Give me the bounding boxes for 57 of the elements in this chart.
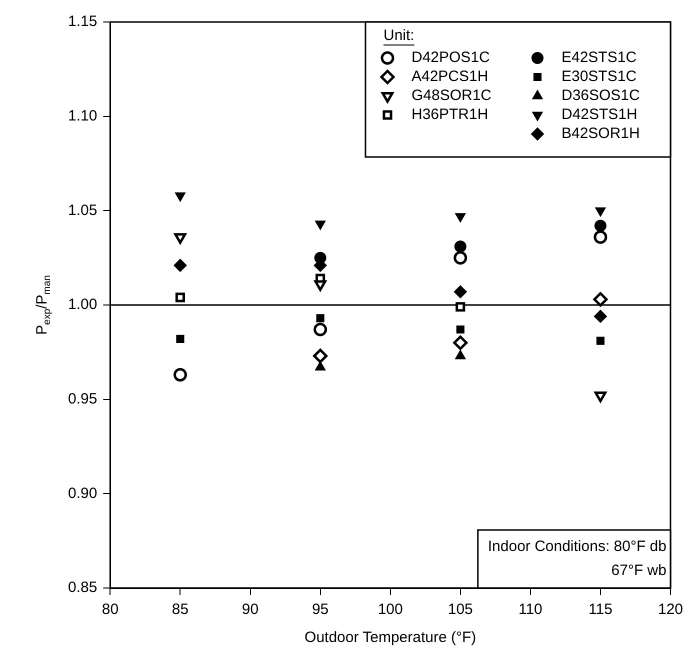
point — [314, 280, 326, 291]
point — [593, 292, 608, 307]
x-tick-label: 85 — [172, 601, 189, 618]
x-tick-label: 110 — [518, 601, 542, 618]
point — [173, 368, 187, 382]
point — [454, 240, 466, 253]
point — [174, 192, 186, 202]
legend-label: A42PCS1H — [411, 68, 488, 86]
legend-label: B42SOR1H — [561, 125, 640, 142]
point — [594, 230, 608, 244]
point — [453, 335, 468, 350]
legend-title: Unit: — [383, 27, 414, 44]
y-tick-label: 1.05 — [68, 202, 98, 219]
point — [454, 285, 467, 298]
x-tick-label: 105 — [448, 601, 473, 618]
point — [596, 336, 604, 345]
point — [454, 251, 468, 265]
point — [315, 361, 326, 371]
point — [314, 252, 326, 264]
y-tick-label: 0.90 — [68, 484, 98, 502]
x-tick-label: 120 — [658, 601, 683, 618]
legend-label: H36PTR1H — [411, 106, 488, 124]
point — [595, 207, 606, 217]
x-tick-label: 80 — [102, 601, 119, 618]
y-tick-label: 1.00 — [68, 296, 98, 314]
point — [313, 348, 328, 364]
x-axis-title: Outdoor Temperature (°F) — [304, 629, 476, 646]
point — [594, 220, 606, 232]
y-tick-label: 1.15 — [68, 13, 98, 30]
legend-label: E30STS1C — [561, 68, 637, 86]
y-tick-label: 1.10 — [68, 107, 98, 124]
x-tick-label: 90 — [242, 601, 259, 618]
point — [176, 334, 184, 343]
x-tick-label: 95 — [312, 601, 329, 618]
point — [174, 233, 186, 244]
legend-label: D42STS1H — [561, 106, 638, 124]
point — [456, 325, 464, 334]
point — [175, 292, 186, 302]
point — [455, 213, 466, 222]
y-tick-label: 0.95 — [68, 390, 98, 408]
legend-label: E42STS1C — [561, 49, 637, 66]
y-tick-label: 0.85 — [68, 579, 98, 596]
point — [315, 220, 326, 230]
legend-label: D36SOS1C — [561, 87, 640, 104]
annotation: 67°F wb — [611, 562, 666, 580]
point — [314, 322, 328, 336]
point — [174, 258, 187, 272]
point — [316, 314, 324, 322]
point — [456, 302, 466, 312]
legend-label: D42POS1C — [411, 49, 490, 66]
x-tick-label: 115 — [588, 601, 612, 618]
y-axis-title: Pexp/Pman — [33, 275, 53, 335]
point — [455, 350, 466, 360]
annotation: Indoor Conditions: 80°F db — [488, 538, 666, 556]
point — [594, 310, 607, 323]
x-tick-label: 100 — [378, 601, 403, 618]
legend-label: G48SOR1C — [411, 87, 492, 104]
